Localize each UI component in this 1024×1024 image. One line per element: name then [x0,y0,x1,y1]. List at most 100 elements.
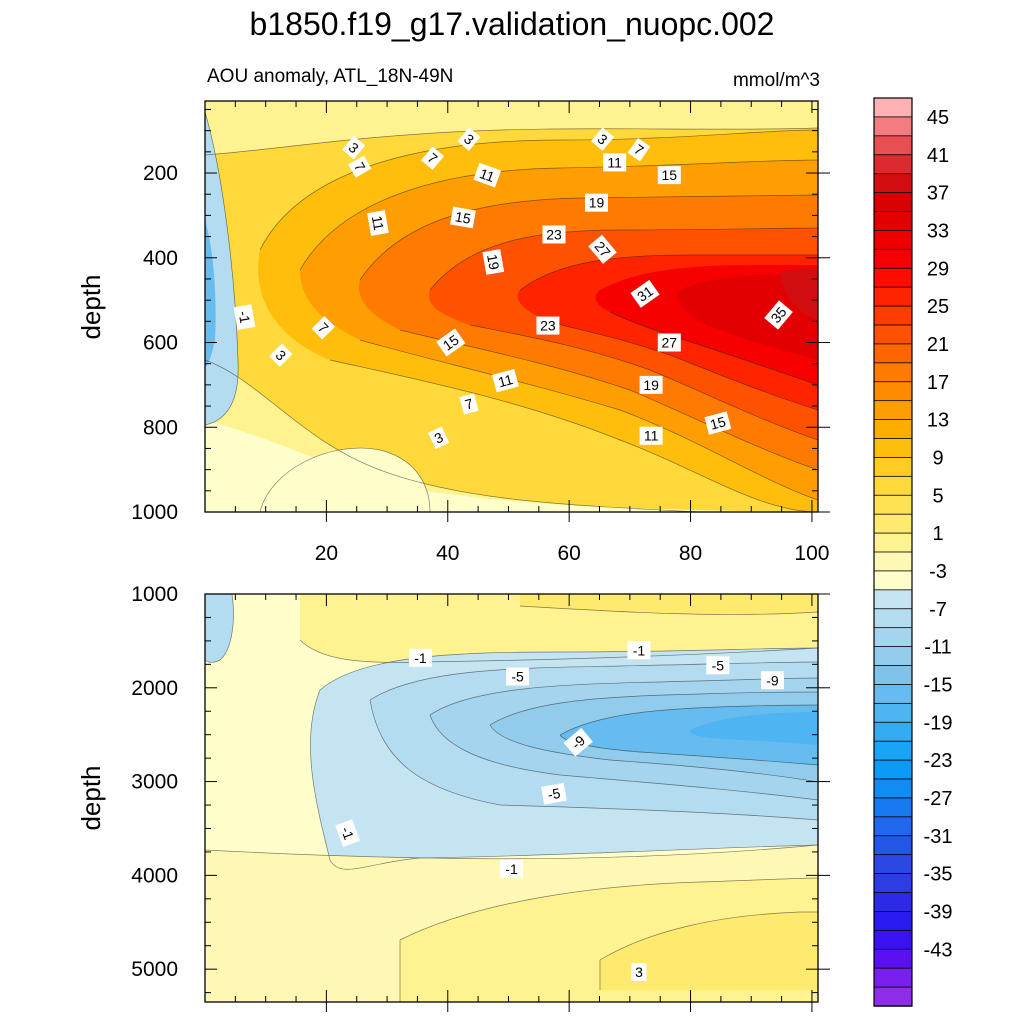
contour-label-text: -9 [766,672,779,688]
contour-label-box [764,300,793,330]
contour-label-text: 7 [463,395,475,413]
contour-label-text: 11 [478,165,497,185]
colorbar-label: 29 [927,258,949,280]
contour-label-text: 11 [496,371,514,390]
colorbar-swatch [873,211,913,232]
upper-plot-frame [204,100,819,513]
colorbar-label: -35 [924,864,953,886]
contour-label: 7 [348,155,372,178]
x-tick-label: 20 [315,542,338,565]
contour-label-box [657,333,681,352]
lower-panel: -1 -1 -5 -5 -9 -9 -5 -1 -1 3 1000 2000 3000 4000 5000… [76,583,830,1012]
lower-contour-lines [205,594,818,1002]
contour-label: 27 [657,333,681,352]
colorbar-label: -3 [929,561,947,583]
contour-label-box [563,727,593,757]
contour-label-box [421,146,445,170]
colorbar-swatch [873,721,913,742]
contour-label: -1 [408,648,432,667]
y-tick-label: 1000 [131,583,178,606]
colorbar-label: 45 [927,107,949,129]
colorbar-swatch [873,967,913,988]
contour-label-box [603,153,627,172]
colorbar-swatch [873,475,913,496]
contour-label: 3 [342,135,366,160]
contour-label: 35 [764,300,793,330]
contour-label-text: -1 [505,861,518,877]
contour-label-box [639,426,663,445]
contour-label-box [542,225,566,244]
contour-label-box [348,155,372,178]
contour-label-box [459,393,479,415]
colorbar-swatch [873,589,913,610]
upper-contour-lines [205,111,818,512]
colorbar-swatch [873,759,913,780]
colorbar-swatch [873,911,913,932]
y-tick-label: 2000 [131,677,178,700]
contour-label: 7 [627,138,651,162]
contour-label-box [584,193,608,212]
colorbar-label: -7 [929,599,947,621]
contour-label: -1 [500,859,523,878]
colorbar-swatch [873,986,913,1007]
contour-label-box [457,127,481,151]
colorbar-swatch [873,248,913,269]
contour-label-box [630,279,660,308]
colorbar-swatch [873,192,913,213]
colorbar-swatch [873,286,913,307]
colorbar-swatch [873,854,913,875]
contour-label-box [311,316,336,340]
y-tick-label: 400 [143,247,178,270]
colorbar-swatch [873,381,913,402]
y-tick-label: 800 [143,416,178,439]
contour-label: 15 [450,206,476,229]
colorbar-swatch [873,173,913,194]
colorbar-swatch [873,267,913,288]
contour-label: -5 [541,782,567,805]
contour-label: 19 [639,375,663,394]
contour-label-text: 11 [607,154,622,170]
x-tick-label: 60 [557,542,580,565]
contour-label-box [473,162,502,188]
contour-label-box [760,671,784,690]
colorbar-swatch [873,324,913,345]
contour-label-text: 27 [662,335,678,351]
panel-subtitle: AOU anomaly, ATL_18N-49N [207,66,453,87]
contour-label-box [657,166,681,185]
contour-label: 11 [473,162,502,188]
contour-label: -1 [335,819,361,848]
lower-contour-fill [205,594,818,1002]
upper-y-axis-label: depth [76,274,106,339]
contour-label-box [491,368,519,393]
colorbar-label: -31 [924,826,953,848]
colorbar-label: 25 [927,296,949,318]
colorbar-swatch [873,665,913,686]
contour-label-box [639,375,663,394]
colorbar-swatch [873,154,913,175]
colorbar-label: 13 [927,410,949,432]
contour-label: 11 [491,368,519,393]
contour-label: 19 [584,193,608,212]
colorbar-label: 5 [932,485,943,507]
contour-label-box [335,819,361,848]
lower-contour-labels: -1 -1 -5 -5 -9 -9 -5 -1 -1 3 [335,641,784,981]
contour-label-text: 19 [589,195,605,211]
contour-label-box [408,648,432,667]
contour-label-box [506,667,530,686]
colorbar-label: -43 [924,939,953,961]
colorbar-swatch [873,532,913,553]
contour-label-box [233,304,256,330]
colorbar-swatch [873,362,913,383]
contour-label: 11 [367,210,389,236]
y-tick-label: 3000 [131,771,178,794]
colorbar-swatch [873,457,913,478]
colorbar-swatch [873,494,913,515]
colorbar-label: 9 [932,447,943,469]
contour-label-text: -1 [633,642,646,658]
colorbar-swatch [873,570,913,591]
colorbar-swatch [873,305,913,326]
contour-label-text: 23 [546,226,562,242]
colorbar-swatch [873,343,913,364]
